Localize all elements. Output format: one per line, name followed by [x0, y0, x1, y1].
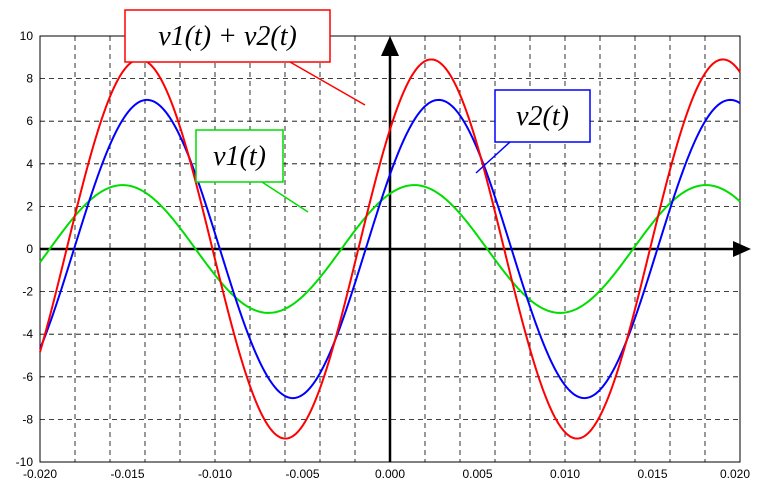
- x-tick-label: -0.015: [110, 467, 144, 481]
- y-tick-label: 10: [20, 29, 34, 43]
- callout-leader-v1: [261, 181, 309, 213]
- callout-leader-v2: [475, 141, 511, 174]
- axes: [40, 36, 751, 462]
- callout-box-v1: [195, 129, 284, 183]
- x-tick-label: 0.005: [462, 467, 492, 481]
- series-line-v1: [39, 184, 741, 314]
- y-tick-label: -8: [22, 412, 33, 426]
- y-tick-label: 4: [26, 157, 33, 171]
- y-axis-arrowhead: [381, 36, 399, 56]
- x-axis-arrowhead: [733, 241, 751, 257]
- x-tick-label: 0.010: [550, 467, 580, 481]
- y-tick-label: -10: [16, 455, 34, 469]
- y-tick-label: 0: [26, 242, 33, 256]
- y-tick-label: 6: [26, 114, 33, 128]
- series-line-sum: [39, 58, 741, 440]
- callout-label-sum: v1(t) + v2(t): [158, 21, 297, 52]
- y-tick-label: -4: [22, 327, 33, 341]
- x-tick-label: 0.020: [720, 467, 750, 481]
- x-tick-label: 0.000: [375, 467, 405, 481]
- callout-box-v2: [494, 89, 591, 143]
- x-tick-label: -0.010: [198, 467, 232, 481]
- y-tick-label: 2: [26, 199, 33, 213]
- y-tick-label: -6: [22, 370, 33, 384]
- annotations: v1(t) + v2(t) v2(t) v1(t): [124, 9, 591, 213]
- x-tick-label: -0.005: [285, 467, 319, 481]
- callout-box-sum: [124, 9, 331, 63]
- x-tick-label: -0.020: [23, 467, 57, 481]
- y-tick-label: -2: [22, 285, 33, 299]
- callout-label-v2: v2(t): [516, 101, 569, 132]
- series: [39, 58, 741, 440]
- x-tick-label: 0.015: [637, 467, 667, 481]
- callout-leader-sum: [289, 61, 366, 106]
- y-tick-label: 8: [26, 72, 33, 86]
- tick-labels: -10 -8 -6 -4 -2 0 2 4 6 8 10 -0.020 -0.015 -0.010 -0.0…: [16, 29, 751, 481]
- callout-label-v1: v1(t): [213, 141, 266, 172]
